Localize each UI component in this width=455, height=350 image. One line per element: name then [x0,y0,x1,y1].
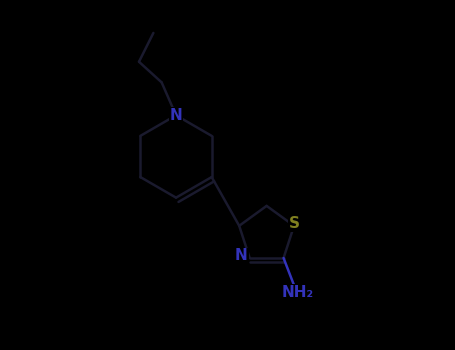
Text: N: N [235,248,248,264]
Text: S: S [288,216,299,231]
Text: N: N [170,108,182,123]
Text: NH₂: NH₂ [282,285,314,300]
